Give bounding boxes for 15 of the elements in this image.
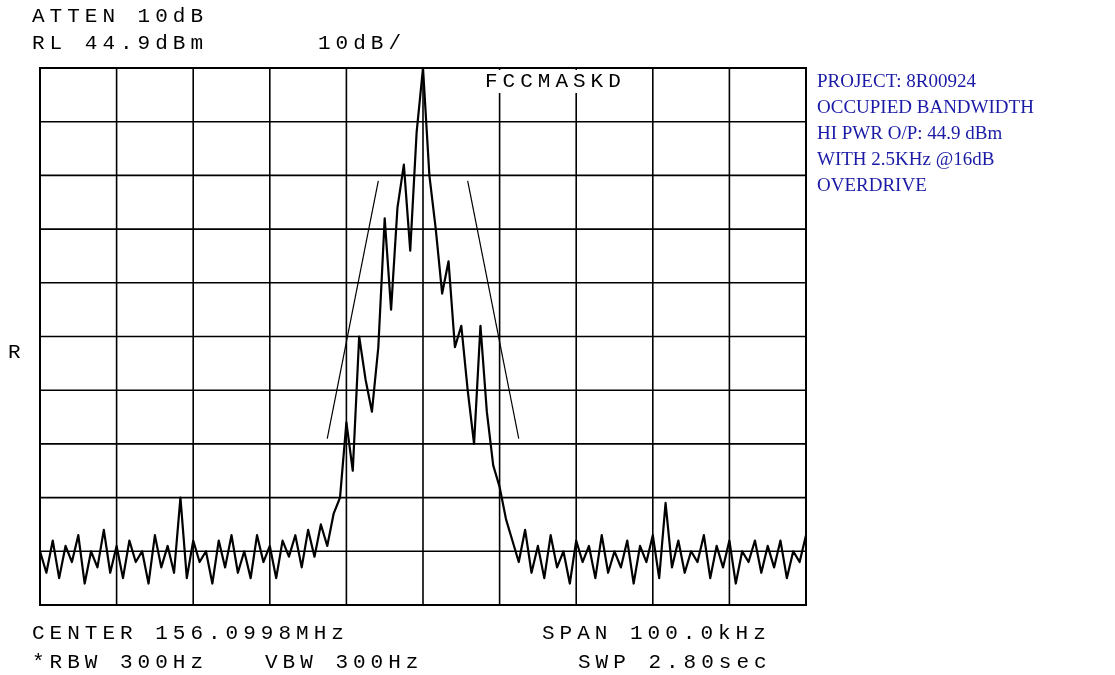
text: HI PWR O/P: 44.9 dBm: [817, 122, 1003, 143]
text: 10dB/: [318, 32, 407, 55]
text: SWP 2.80sec: [578, 651, 772, 674]
text: ATTEN 10dB: [32, 5, 209, 28]
text: SPAN 100.0kHz: [542, 622, 771, 645]
text: R: [8, 341, 26, 364]
text: OCCUPIED BANDWIDTH: [817, 96, 1034, 117]
text: *RBW 300Hz: [32, 651, 209, 674]
text: WITH 2.5KHz @16dB: [817, 148, 995, 169]
text: RL 44.9dBm: [32, 32, 209, 55]
annotation: FCCMASKD: [483, 70, 628, 93]
text: PROJECT: 8R00924: [817, 70, 976, 91]
text: VBW 300Hz: [265, 651, 424, 674]
text: CENTER 156.0998MHz: [32, 622, 349, 645]
text: OVERDRIVE: [817, 174, 927, 195]
